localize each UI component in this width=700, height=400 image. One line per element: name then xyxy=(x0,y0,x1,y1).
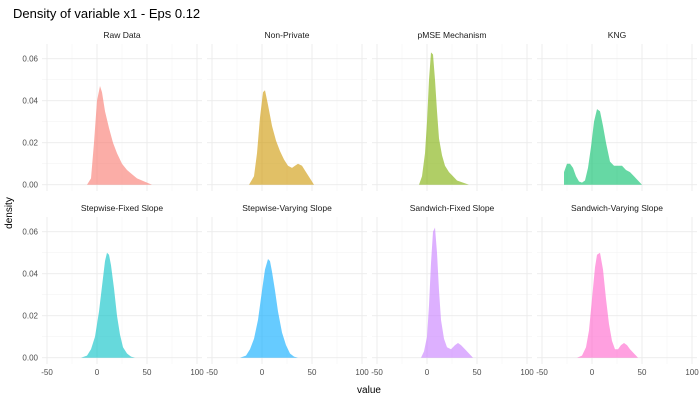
panel-stepwise-varying-slope: Stepwise-Varying Slope -50 0 50 100 xyxy=(206,203,369,377)
y-tick-label: 0.06 xyxy=(22,55,38,64)
x-tick-label: 100 xyxy=(520,368,534,377)
x-tick-label: -50 xyxy=(536,368,548,377)
y-tick-label: 0.06 xyxy=(22,228,38,237)
x-axis-title: value xyxy=(357,385,381,396)
density-area-sandwich-varying-slope xyxy=(577,252,638,358)
x-tick-label: 0 xyxy=(95,368,100,377)
x-tick-label: 100 xyxy=(355,368,369,377)
strip-label-sandwich-fixed-slope: Sandwich-Fixed Slope xyxy=(410,203,495,213)
strip-label-sandwich-varying-slope: Sandwich-Varying Slope xyxy=(571,203,663,213)
panel-sandwich-varying-slope: Sandwich-Varying Slope -50 0 50 100 xyxy=(536,203,699,377)
x-tick-label: -50 xyxy=(371,368,383,377)
y-axis-title: density xyxy=(4,197,15,229)
panel-non-private: Non-Private xyxy=(207,30,367,191)
x-tick-label: 50 xyxy=(308,368,317,377)
strip-label-pmse-mechanism: pMSE Mechanism xyxy=(418,30,487,40)
strip-label-raw-data: Raw Data xyxy=(103,30,141,40)
panel-pmse-mechanism: pMSE Mechanism xyxy=(372,30,532,191)
panel-sandwich-fixed-slope: Sandwich-Fixed Slope -50 0 50 100 xyxy=(371,203,534,377)
x-tick-label: 0 xyxy=(260,368,265,377)
facet-panels: Raw Data 0.00 0.02 0.04 0.06 Non-Private pMSE … xyxy=(22,30,699,377)
x-tick-label: 50 xyxy=(473,368,482,377)
y-tick-label: 0.04 xyxy=(22,97,38,106)
x-tick-label: -50 xyxy=(206,368,218,377)
panel-stepwise-fixed-slope: Stepwise-Fixed Slope 0.00 0.02 0.04 0.06 -50 0… xyxy=(22,203,204,377)
y-tick-label: 0.02 xyxy=(22,312,38,321)
density-area-stepwise-varying-slope xyxy=(240,259,298,358)
strip-label-stepwise-fixed-slope: Stepwise-Fixed Slope xyxy=(81,203,163,213)
x-tick-label: 50 xyxy=(638,368,647,377)
strip-label-kng: KNG xyxy=(608,30,626,40)
x-tick-label: 100 xyxy=(685,368,699,377)
y-tick-label: 0.02 xyxy=(22,139,38,148)
strip-label-stepwise-varying-slope: Stepwise-Varying Slope xyxy=(242,203,332,213)
x-tick-label: 50 xyxy=(143,368,152,377)
panel-kng: KNG xyxy=(537,30,697,191)
y-tick-label: 0.00 xyxy=(22,181,38,190)
density-area-raw-data xyxy=(87,86,152,185)
density-area-stepwise-fixed-slope xyxy=(81,252,135,358)
density-area-non-private xyxy=(249,90,314,185)
x-tick-label: 0 xyxy=(425,368,430,377)
panel-raw-data: Raw Data 0.00 0.02 0.04 0.06 xyxy=(22,30,202,191)
x-tick-label: -50 xyxy=(41,368,53,377)
y-tick-label: 0.04 xyxy=(22,270,38,279)
chart-title: Density of variable x1 - Eps 0.12 xyxy=(13,6,200,21)
x-tick-label: 100 xyxy=(190,368,204,377)
density-area-pmse-mechanism xyxy=(419,52,469,185)
density-area-kng xyxy=(564,109,642,185)
strip-label-non-private: Non-Private xyxy=(265,30,310,40)
density-area-sandwich-fixed-slope xyxy=(421,227,473,358)
y-tick-label: 0.00 xyxy=(22,354,38,363)
x-tick-label: 0 xyxy=(590,368,595,377)
